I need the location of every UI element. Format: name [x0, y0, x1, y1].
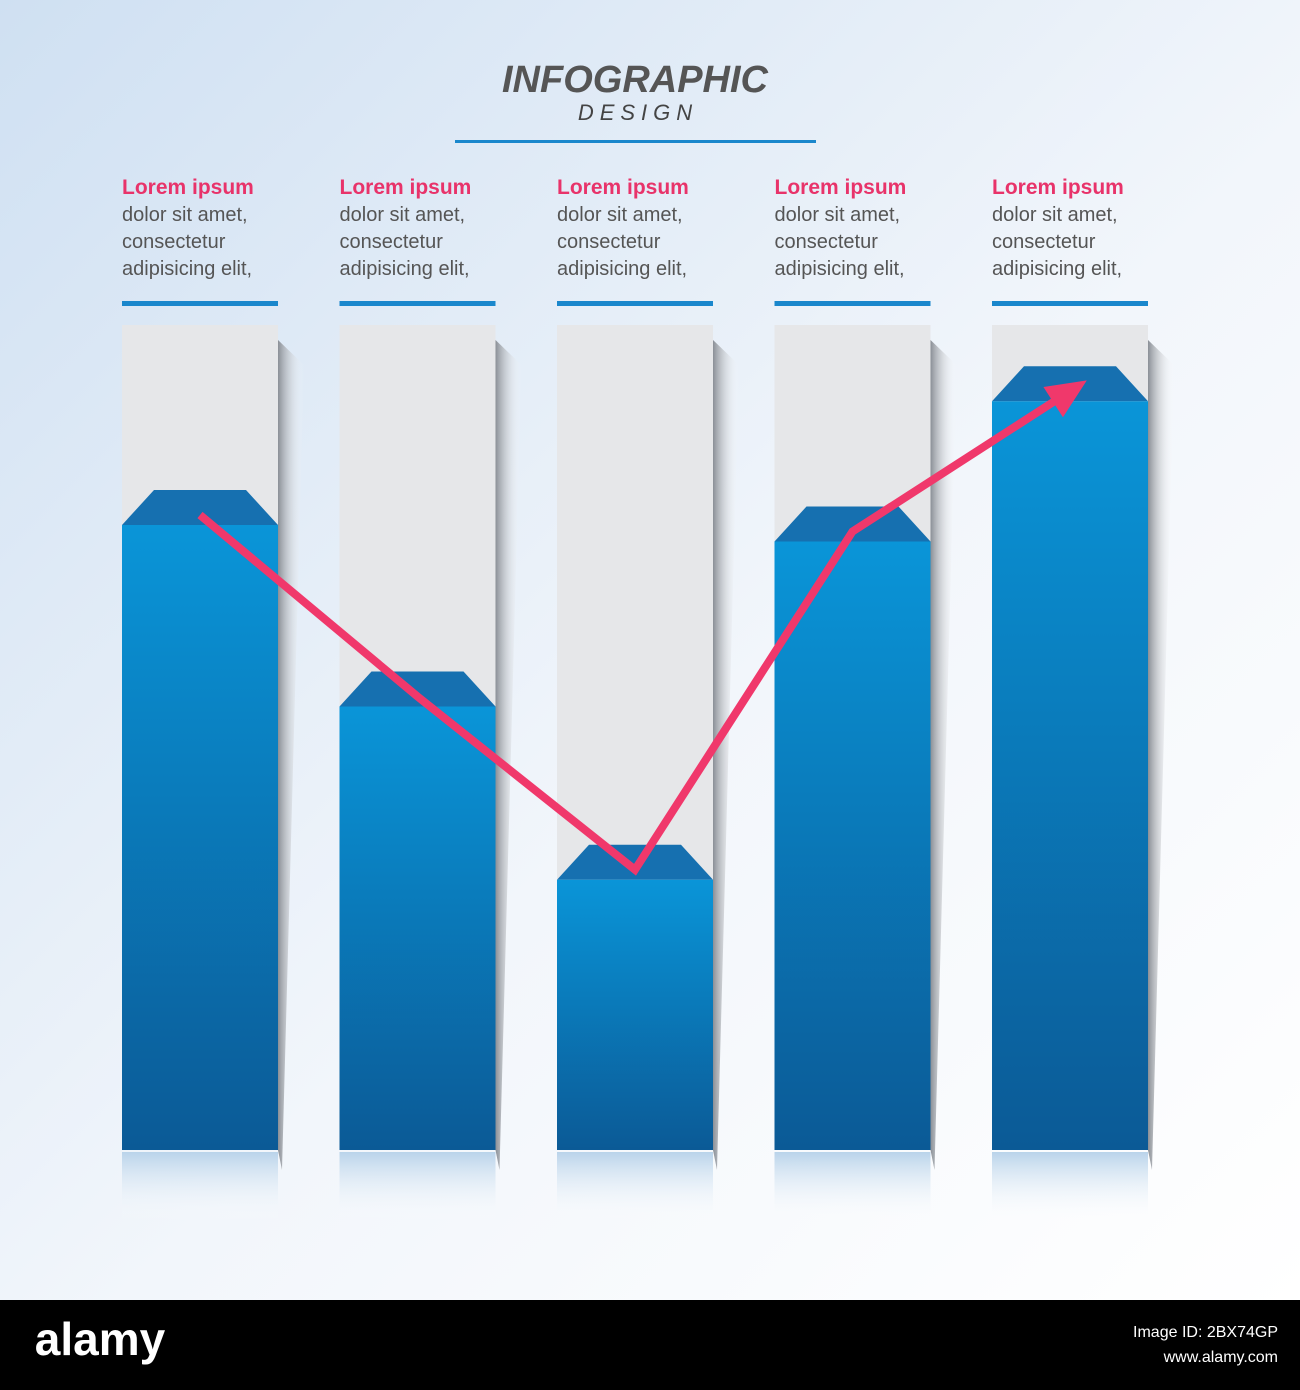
bar-reflection	[122, 1152, 278, 1222]
column-text: consectetur	[775, 231, 879, 253]
column-text: adipisicing elit,	[557, 258, 687, 280]
column-text: adipisicing elit,	[122, 258, 252, 280]
column-shadow	[495, 340, 522, 1170]
column-text: dolor sit amet,	[992, 204, 1118, 226]
trend-line	[197, 393, 1064, 876]
column-shadow	[278, 340, 304, 1170]
footer	[0, 1300, 1300, 1390]
bar	[557, 844, 713, 1150]
bar-body	[339, 706, 496, 1150]
column-rule	[992, 301, 1148, 306]
bar-top	[774, 506, 931, 542]
bar-top	[557, 844, 713, 880]
footer-logo: alamy	[35, 1313, 166, 1365]
column-text: dolor sit amet,	[557, 204, 683, 226]
column-text: adipisicing elit,	[340, 258, 470, 280]
bar-reflection	[339, 1152, 496, 1222]
bar-reflection	[557, 1152, 713, 1222]
column-heading: Lorem ipsum	[122, 176, 254, 199]
column-text: adipisicing elit,	[775, 258, 905, 280]
column-heading: Lorem ipsum	[340, 176, 472, 199]
column-heading: Lorem ipsum	[557, 176, 689, 199]
subtitle: DESIGN	[578, 100, 698, 125]
column-rule	[557, 301, 713, 306]
column-rule	[339, 301, 496, 306]
bar	[774, 506, 931, 1150]
column-shadow	[930, 340, 957, 1170]
bar	[122, 490, 278, 1150]
footer-url: www.alamy.com	[1163, 1349, 1278, 1366]
bar-reflection	[774, 1152, 931, 1222]
column-heading: Lorem ipsum	[775, 176, 907, 199]
bar-reflection	[992, 1152, 1148, 1222]
column-text: dolor sit amet,	[775, 204, 901, 226]
footer-id: Image ID: 2BX74GP	[1133, 1324, 1278, 1341]
column-text: consectetur	[340, 231, 444, 253]
column-rule	[122, 301, 278, 306]
column-text: consectetur	[122, 231, 226, 253]
bar	[992, 366, 1148, 1150]
title-rule	[455, 140, 816, 143]
bar-body	[557, 879, 713, 1150]
bar-body	[122, 525, 278, 1150]
column-heading: Lorem ipsum	[992, 176, 1124, 199]
column-text: dolor sit amet,	[122, 204, 248, 226]
column-rule	[774, 301, 931, 306]
bar-body	[992, 401, 1148, 1150]
bar-top	[122, 490, 278, 525]
column-text: consectetur	[557, 231, 661, 253]
bar	[339, 671, 496, 1150]
column-shadow	[713, 340, 739, 1170]
title: INFOGRAPHIC	[502, 59, 769, 101]
bar-top	[339, 671, 496, 707]
column-text: adipisicing elit,	[992, 258, 1122, 280]
trend-arrowhead	[1043, 380, 1087, 418]
column-text: consectetur	[992, 231, 1096, 253]
column-shadow	[1148, 340, 1174, 1170]
column-text: dolor sit amet,	[340, 204, 466, 226]
bar-body	[774, 541, 931, 1150]
